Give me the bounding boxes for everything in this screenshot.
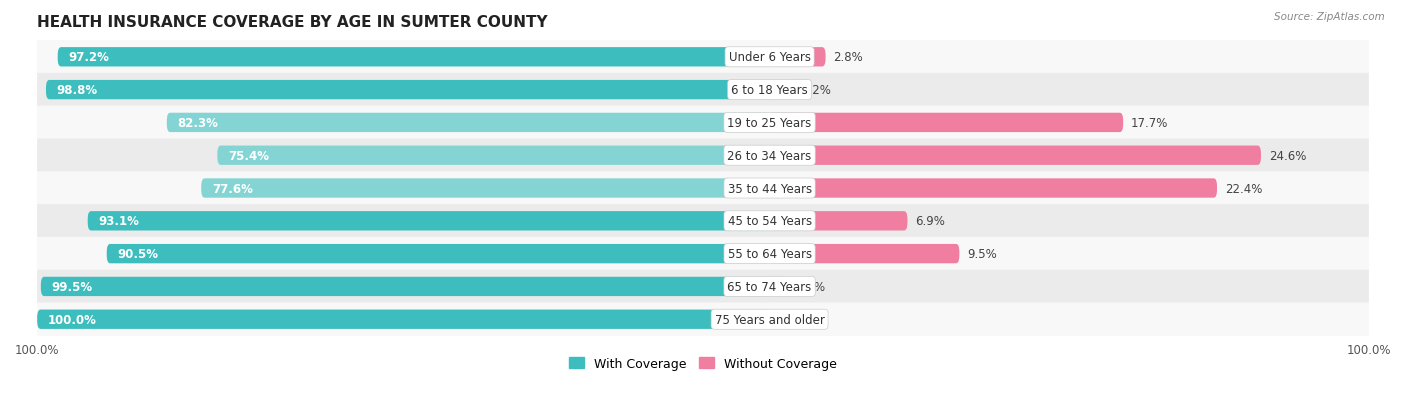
FancyBboxPatch shape bbox=[87, 211, 769, 231]
Text: 9.5%: 9.5% bbox=[967, 247, 997, 261]
FancyBboxPatch shape bbox=[37, 107, 1369, 140]
Text: 99.5%: 99.5% bbox=[52, 280, 93, 293]
FancyBboxPatch shape bbox=[58, 48, 769, 67]
FancyBboxPatch shape bbox=[37, 204, 1369, 238]
FancyBboxPatch shape bbox=[769, 179, 1218, 198]
Text: 17.7%: 17.7% bbox=[1130, 116, 1168, 130]
Text: 77.6%: 77.6% bbox=[212, 182, 253, 195]
Text: 65 to 74 Years: 65 to 74 Years bbox=[727, 280, 811, 293]
Text: 82.3%: 82.3% bbox=[177, 116, 218, 130]
Text: 19 to 25 Years: 19 to 25 Years bbox=[727, 116, 811, 130]
FancyBboxPatch shape bbox=[46, 81, 769, 100]
Text: 35 to 44 Years: 35 to 44 Years bbox=[727, 182, 811, 195]
Text: 1.2%: 1.2% bbox=[801, 84, 831, 97]
Text: 100.0%: 100.0% bbox=[48, 313, 97, 326]
Text: 0.0%: 0.0% bbox=[778, 313, 807, 326]
FancyBboxPatch shape bbox=[769, 81, 793, 100]
FancyBboxPatch shape bbox=[769, 211, 907, 231]
FancyBboxPatch shape bbox=[37, 172, 1369, 205]
FancyBboxPatch shape bbox=[37, 139, 1369, 173]
FancyBboxPatch shape bbox=[37, 237, 1369, 271]
Text: 97.2%: 97.2% bbox=[69, 51, 110, 64]
Text: Under 6 Years: Under 6 Years bbox=[728, 51, 811, 64]
FancyBboxPatch shape bbox=[41, 277, 769, 297]
FancyBboxPatch shape bbox=[37, 310, 769, 329]
FancyBboxPatch shape bbox=[167, 114, 769, 133]
Text: 45 to 54 Years: 45 to 54 Years bbox=[727, 215, 811, 228]
FancyBboxPatch shape bbox=[218, 146, 769, 166]
FancyBboxPatch shape bbox=[769, 146, 1261, 166]
Text: Source: ZipAtlas.com: Source: ZipAtlas.com bbox=[1274, 12, 1385, 22]
Text: 75.4%: 75.4% bbox=[228, 150, 269, 162]
Text: 75 Years and older: 75 Years and older bbox=[714, 313, 824, 326]
Text: 90.5%: 90.5% bbox=[118, 247, 159, 261]
Text: 55 to 64 Years: 55 to 64 Years bbox=[727, 247, 811, 261]
FancyBboxPatch shape bbox=[37, 270, 1369, 304]
Text: 2.8%: 2.8% bbox=[834, 51, 863, 64]
FancyBboxPatch shape bbox=[769, 244, 959, 263]
Text: HEALTH INSURANCE COVERAGE BY AGE IN SUMTER COUNTY: HEALTH INSURANCE COVERAGE BY AGE IN SUMT… bbox=[37, 15, 548, 30]
Text: 22.4%: 22.4% bbox=[1225, 182, 1263, 195]
FancyBboxPatch shape bbox=[107, 244, 769, 263]
Text: 26 to 34 Years: 26 to 34 Years bbox=[727, 150, 811, 162]
FancyBboxPatch shape bbox=[769, 114, 1123, 133]
Text: 93.1%: 93.1% bbox=[98, 215, 139, 228]
FancyBboxPatch shape bbox=[769, 48, 825, 67]
FancyBboxPatch shape bbox=[37, 74, 1369, 107]
FancyBboxPatch shape bbox=[201, 179, 769, 198]
FancyBboxPatch shape bbox=[769, 277, 780, 297]
Text: 6.9%: 6.9% bbox=[915, 215, 945, 228]
Text: 6 to 18 Years: 6 to 18 Years bbox=[731, 84, 808, 97]
FancyBboxPatch shape bbox=[37, 303, 1369, 336]
Text: 24.6%: 24.6% bbox=[1268, 150, 1306, 162]
Legend: With Coverage, Without Coverage: With Coverage, Without Coverage bbox=[564, 352, 842, 375]
Text: 98.8%: 98.8% bbox=[56, 84, 98, 97]
FancyBboxPatch shape bbox=[37, 41, 1369, 74]
Text: 0.54%: 0.54% bbox=[789, 280, 825, 293]
